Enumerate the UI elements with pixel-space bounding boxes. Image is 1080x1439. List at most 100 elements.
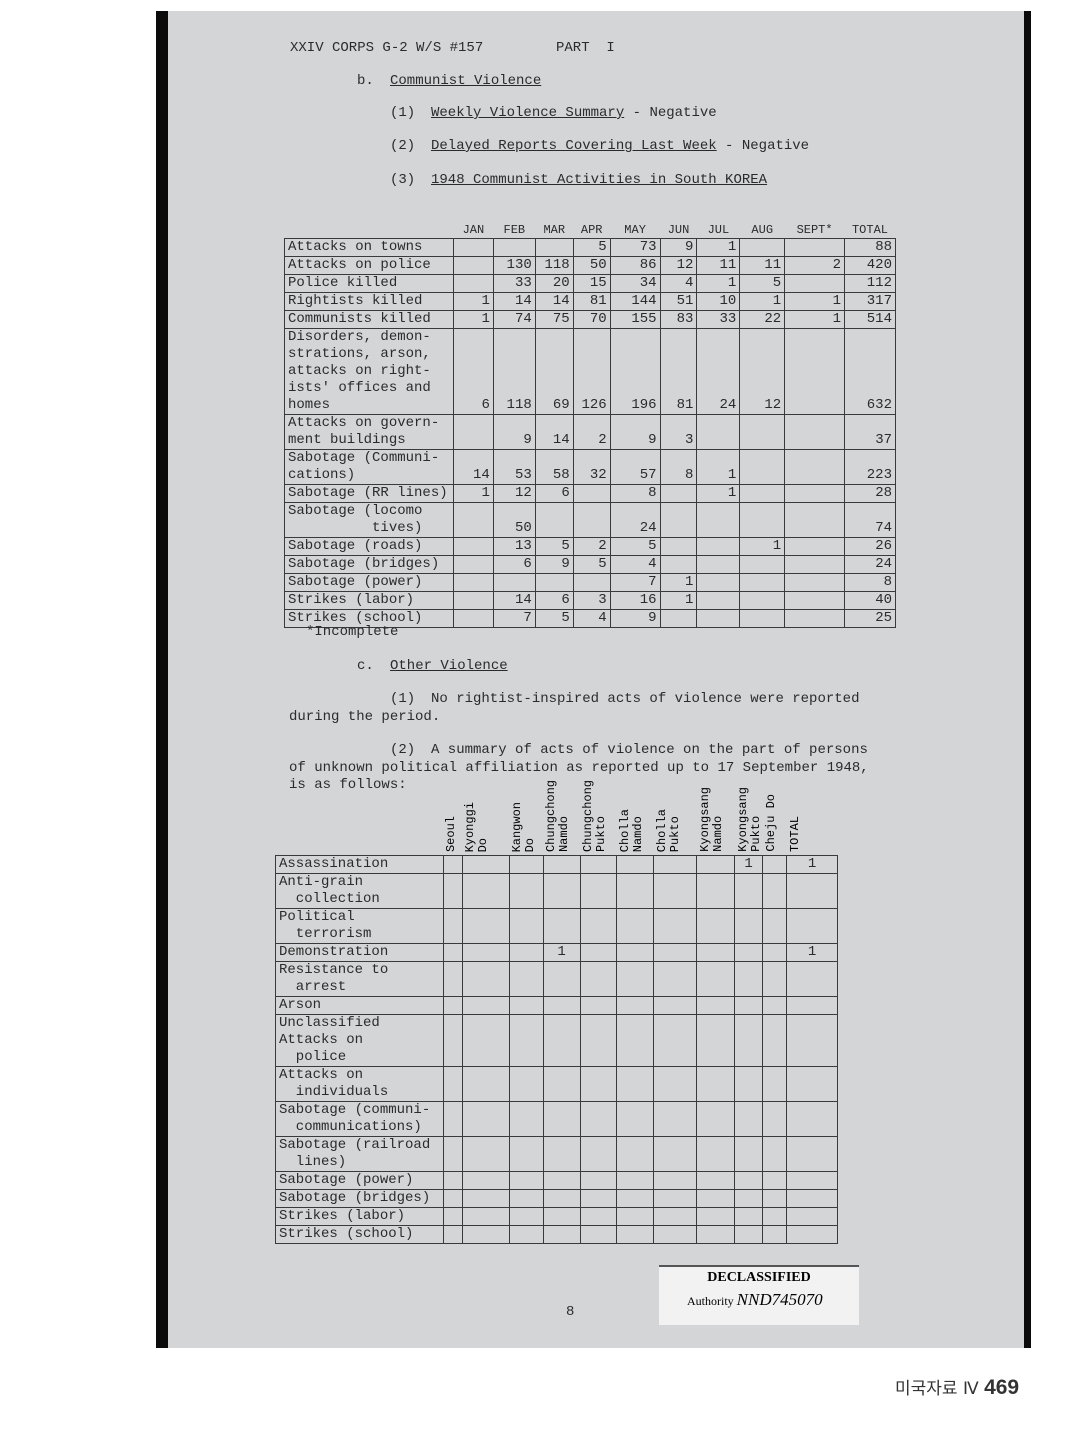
section-b-title: Communist Violence [390, 73, 542, 89]
cell-value: 1 [452, 484, 494, 503]
cell-value: 13 [492, 537, 536, 556]
cell-value [696, 961, 736, 997]
cell-value [762, 873, 788, 909]
cell-value [739, 555, 786, 574]
cell-value [508, 1014, 544, 1067]
cell-value: 3 [659, 414, 698, 450]
row-label: Assassination [275, 855, 444, 874]
cell-value [442, 855, 463, 874]
table-row: Strikes (school) 7 5 4 9 25 [284, 609, 896, 628]
table-row: Strikes (labor) [275, 1207, 838, 1226]
column-header: TOTAL [788, 815, 802, 852]
cell-value: 9 [609, 414, 661, 450]
row-label: Strikes (school) [284, 609, 454, 628]
cell-value: 1 [784, 310, 845, 329]
cell-value: 10 [696, 292, 741, 311]
section-c-letter: c. [357, 658, 374, 674]
cell-value [452, 238, 494, 257]
cell-value [452, 414, 494, 450]
cell-value: 28 [844, 484, 896, 503]
cell-value: 7 [609, 573, 661, 592]
cell-value [452, 256, 494, 275]
column-header: Kyongsang Namdo [698, 787, 725, 852]
cell-value [579, 943, 618, 962]
cell-value [739, 609, 786, 628]
cell-value [442, 943, 463, 962]
cell-value [542, 1207, 581, 1226]
row-label: Sabotage (bridges) [284, 555, 454, 574]
item-3-text: 1948 Communist Activities in South KOREA [431, 172, 768, 188]
cell-value: 8 [659, 449, 698, 485]
cell-value: 32 [572, 449, 611, 485]
cell-value [762, 996, 788, 1015]
cell-value: 1 [659, 573, 698, 592]
cell-value [442, 1207, 463, 1226]
cell-value: 73 [609, 238, 661, 257]
cell-value [653, 873, 698, 909]
cell-value: 16 [609, 591, 661, 610]
table-row: Sabotage (railroad lines) [275, 1136, 838, 1172]
cell-value [579, 1189, 618, 1208]
table-row: Sabotage (roads) 13 5 2 5 1 26 [284, 537, 896, 556]
row-label: Strikes (labor) [284, 591, 454, 610]
cell-value [542, 1189, 581, 1208]
cell-value [442, 1225, 463, 1244]
cell-value [786, 1014, 838, 1067]
cell-value [461, 943, 510, 962]
cell-value [579, 855, 618, 874]
column-header: JUN [667, 223, 690, 237]
table-row: Sabotage (locomo tives) 50 24 74 [284, 502, 896, 538]
cell-value: 88 [844, 238, 896, 257]
cell-value: 12 [659, 256, 698, 275]
cell-value [786, 1189, 838, 1208]
cell-value [616, 1189, 655, 1208]
cell-value: 81 [572, 292, 611, 311]
cell-value: 5 [534, 609, 574, 628]
cell-value [508, 1171, 544, 1190]
cell-value [542, 1136, 581, 1172]
cell-value [508, 1136, 544, 1172]
table-row: Resistance to arrest [275, 961, 838, 997]
cell-value [442, 1171, 463, 1190]
row-label: Communists killed [284, 310, 454, 329]
cell-value [442, 1014, 463, 1067]
cell-value [461, 1101, 510, 1137]
cell-value [452, 502, 494, 538]
cell-value [786, 1207, 838, 1226]
cell-value [786, 961, 838, 997]
cell-value [734, 1066, 764, 1102]
cell-value [786, 1066, 838, 1102]
cell-value [616, 943, 655, 962]
table-row: Arson [275, 996, 838, 1015]
cell-value [508, 855, 544, 874]
cell-value [696, 1014, 736, 1067]
cell-value [784, 591, 845, 610]
cell-value [784, 328, 845, 415]
cell-value: 75 [534, 310, 574, 329]
cell-value [762, 1207, 788, 1226]
cell-value [653, 1014, 698, 1067]
item-2-num: (2) [390, 138, 416, 154]
cell-value [508, 1225, 544, 1244]
column-header: Seoul [444, 815, 458, 852]
cell-value [734, 961, 764, 997]
cell-value [762, 1225, 788, 1244]
row-label: Resistance to arrest [275, 961, 444, 997]
row-label: Sabotage (Communi- cations) [284, 449, 454, 485]
cell-value [784, 238, 845, 257]
table-row: Attacks on police 130 118 50 86 12 11 11 2 420 [284, 256, 896, 275]
column-header: TOTAL [851, 223, 888, 237]
cell-value [786, 908, 838, 944]
cell-value [442, 1101, 463, 1137]
unknown-affiliation-table: Assassination 1 1 Anti-grain collection Poli… [275, 855, 838, 1244]
cell-value [653, 1136, 698, 1172]
c2-line3: is as follows: [289, 777, 407, 793]
table-row: Police killed 33 20 15 34 4 1 5 112 [284, 274, 896, 293]
cell-value [572, 484, 611, 503]
cell-value [508, 1207, 544, 1226]
cell-value: 14 [492, 292, 536, 311]
table-row: Unclassified Attacks on police [275, 1014, 838, 1067]
cell-value: 24 [696, 328, 741, 415]
cell-value [786, 1171, 838, 1190]
row-label: Arson [275, 996, 444, 1015]
